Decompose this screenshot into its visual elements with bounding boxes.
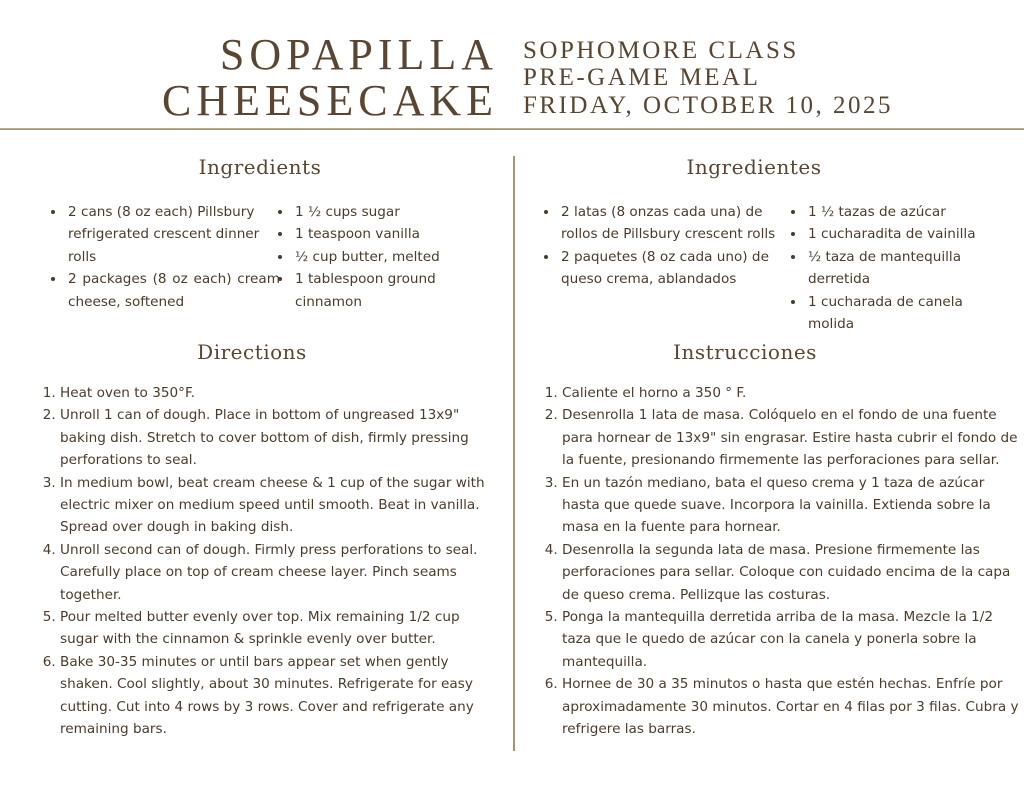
direction-step: Bake 30-35 minutes or until bars appear … — [60, 651, 490, 741]
ingredient-item: ½ cup butter, melted — [293, 246, 493, 268]
ingredient-item: 2 packages (8 oz each) cream cheese, sof… — [66, 268, 280, 313]
ingredients-list-en-2: 1 ½ cups sugar 1 teaspoon vanilla ½ cup … — [277, 201, 493, 313]
subtitle-line-1: SOPHOMORE CLASS — [523, 37, 799, 64]
subtitle-line-3: FRIDAY, OCTOBER 10, 2025 — [523, 92, 894, 119]
title-line-2: CHEESECAKE — [162, 76, 498, 125]
ingredient-item: 1 teaspoon vanilla — [293, 223, 493, 245]
ingredient-item: 1 cucharada de canela molida — [806, 291, 978, 336]
ingredient-item: 1 ½ cups sugar — [293, 201, 493, 223]
ingredient-item: 2 latas (8 onzas cada una) de rollos de … — [559, 201, 781, 246]
directions-list-es: Caliente el horno a 350 ° F. Desenrolla … — [544, 382, 1020, 741]
direction-step: Desenrolla la segunda lata de masa. Pres… — [562, 539, 1020, 606]
direction-step: Caliente el horno a 350 ° F. — [562, 382, 1020, 404]
ingredients-list-en-1: 2 cans (8 oz each) Pillsbury refrigerate… — [50, 201, 280, 313]
instrucciones-heading: Instrucciones — [673, 340, 817, 364]
ingredient-item: 1 cucharadita de vainilla — [806, 223, 996, 245]
column-divider — [513, 156, 515, 751]
subtitle-line-2: PRE-GAME MEAL — [523, 64, 761, 91]
directions-heading: Directions — [197, 340, 307, 364]
direction-step: Desenrolla 1 lata de masa. Colóquelo en … — [562, 404, 1020, 471]
directions-list-en: Heat oven to 350°F. Unroll 1 can of doug… — [42, 382, 490, 741]
direction-step: Pour melted butter evenly over top. Mix … — [60, 606, 490, 651]
direction-step: In medium bowl, beat cream cheese & 1 cu… — [60, 472, 490, 539]
direction-step: Unroll second can of dough. Firmly press… — [60, 539, 490, 606]
ingredient-item: 1 tablespoon ground cinnamon — [293, 268, 455, 313]
ingredient-item: ½ taza de mantequilla derretida — [806, 246, 968, 291]
ingredient-item: 1 ½ tazas de azúcar — [806, 201, 996, 223]
direction-step: Heat oven to 350°F. — [60, 382, 490, 404]
ingredients-heading: Ingredients — [198, 155, 322, 179]
ingredient-item: 2 paquetes (8 oz cada uno) de queso crem… — [559, 246, 781, 291]
direction-step: En un tazón mediano, bata el queso crema… — [562, 472, 1020, 539]
title-line-1: SOPAPILLA — [219, 30, 498, 79]
ingredients-list-es-2: 1 ½ tazas de azúcar 1 cucharadita de vai… — [790, 201, 996, 335]
ingredients-list-es-1: 2 latas (8 onzas cada una) de rollos de … — [543, 201, 781, 291]
ingredientes-heading: Ingredientes — [686, 155, 822, 179]
direction-step: Hornee de 30 a 35 minutos o hasta que es… — [562, 673, 1020, 740]
direction-step: Unroll 1 can of dough. Place in bottom o… — [60, 404, 490, 471]
ingredient-item: 2 cans (8 oz each) Pillsbury refrigerate… — [66, 201, 280, 268]
direction-step: Ponga la mantequilla derretida arriba de… — [562, 606, 1020, 673]
header-divider — [0, 128, 1024, 130]
